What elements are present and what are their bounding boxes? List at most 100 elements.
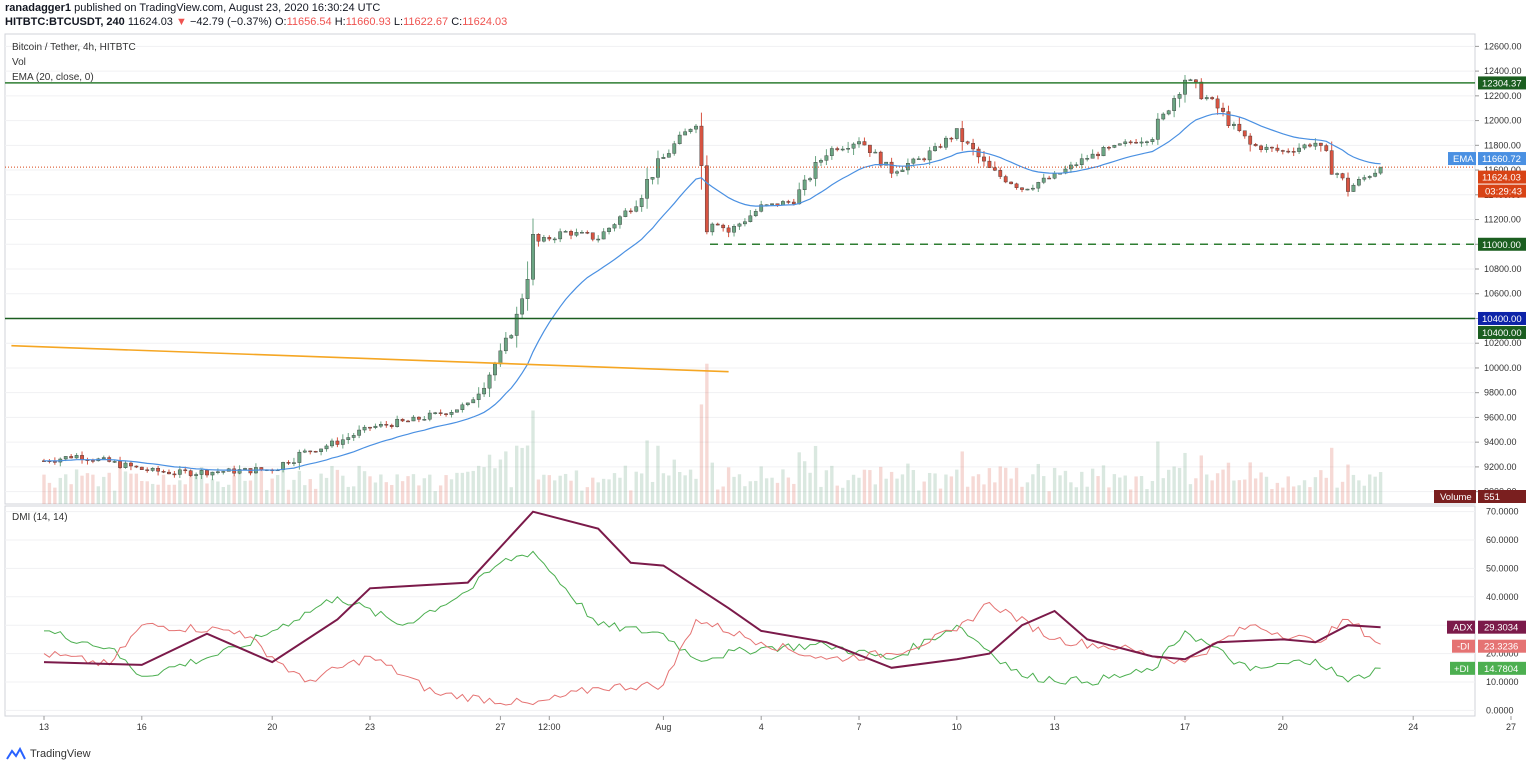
candle-body[interactable]: [938, 146, 943, 148]
candle-body[interactable]: [569, 231, 573, 236]
candle-body[interactable]: [601, 231, 606, 240]
candle-body[interactable]: [1308, 144, 1312, 147]
candle-body[interactable]: [732, 226, 736, 233]
candle-body[interactable]: [563, 231, 568, 233]
candle-body[interactable]: [1199, 81, 1204, 100]
candle-body[interactable]: [911, 158, 916, 164]
candle-body[interactable]: [221, 471, 226, 473]
candle-body[interactable]: [558, 231, 563, 240]
candle-body[interactable]: [167, 471, 171, 475]
author-name[interactable]: ranadagger1: [5, 2, 72, 14]
candle-body[interactable]: [1117, 143, 1122, 146]
candle-body[interactable]: [1362, 177, 1367, 180]
candle-body[interactable]: [574, 232, 579, 236]
candle-body[interactable]: [1242, 130, 1247, 137]
candle-body[interactable]: [139, 466, 144, 470]
candle-body[interactable]: [422, 419, 427, 421]
candle-body[interactable]: [509, 335, 514, 339]
candle-body[interactable]: [487, 374, 492, 389]
candle-body[interactable]: [482, 387, 486, 395]
candle-body[interactable]: [1204, 97, 1209, 100]
candle-body[interactable]: [1128, 141, 1133, 144]
candle-body[interactable]: [933, 146, 937, 152]
candle-body[interactable]: [808, 178, 812, 181]
candle-body[interactable]: [666, 153, 671, 158]
candle-body[interactable]: [1025, 188, 1030, 191]
candlesticks[interactable]: [42, 75, 1383, 481]
candle-body[interactable]: [101, 457, 106, 460]
candle-body[interactable]: [791, 201, 796, 205]
candle-body[interactable]: [1188, 79, 1193, 81]
candle-body[interactable]: [1107, 147, 1111, 149]
candle-body[interactable]: [965, 141, 970, 144]
candle-body[interactable]: [395, 418, 400, 427]
candle-body[interactable]: [1079, 158, 1084, 165]
candle-body[interactable]: [1215, 98, 1220, 109]
candle-body[interactable]: [656, 158, 660, 178]
candle-body[interactable]: [1210, 97, 1215, 100]
candle-body[interactable]: [199, 470, 204, 475]
candle-body[interactable]: [645, 179, 649, 199]
candle-body[interactable]: [721, 224, 726, 229]
candle-body[interactable]: [465, 402, 470, 406]
candle-body[interactable]: [1183, 79, 1187, 95]
candle-body[interactable]: [949, 137, 954, 140]
candle-body[interactable]: [759, 204, 764, 212]
candle-body[interactable]: [525, 279, 530, 299]
trend-line[interactable]: [11, 344, 729, 373]
candle-body[interactable]: [1253, 144, 1258, 147]
candle-body[interactable]: [1161, 113, 1166, 120]
candle-body[interactable]: [194, 474, 199, 476]
candle-body[interactable]: [612, 224, 617, 229]
candle-body[interactable]: [1177, 94, 1182, 99]
candle-body[interactable]: [433, 412, 438, 414]
candle-body[interactable]: [346, 437, 351, 440]
candle-body[interactable]: [737, 223, 742, 227]
candle-body[interactable]: [1009, 181, 1014, 185]
candle-body[interactable]: [302, 450, 307, 453]
candle-body[interactable]: [411, 416, 416, 422]
candle-body[interactable]: [541, 237, 546, 242]
candle-body[interactable]: [1378, 166, 1383, 174]
candle-body[interactable]: [1036, 182, 1041, 189]
candle-body[interactable]: [1356, 179, 1361, 186]
candle-body[interactable]: [634, 206, 639, 212]
candle-body[interactable]: [514, 313, 519, 336]
candle-body[interactable]: [493, 363, 497, 376]
candle-body[interactable]: [878, 151, 883, 166]
candle-body[interactable]: [710, 223, 715, 233]
candle-body[interactable]: [699, 125, 704, 166]
candle-body[interactable]: [243, 468, 247, 470]
candle-body[interactable]: [129, 462, 133, 467]
candle-body[interactable]: [1123, 141, 1128, 144]
candle-body[interactable]: [694, 125, 698, 130]
candle-body[interactable]: [618, 216, 622, 225]
candle-body[interactable]: [715, 223, 720, 226]
candle-body[interactable]: [922, 158, 927, 161]
candle-body[interactable]: [1259, 145, 1263, 150]
candle-body[interactable]: [819, 160, 823, 163]
candle-body[interactable]: [1232, 123, 1236, 126]
candle-body[interactable]: [971, 142, 975, 150]
candle-body[interactable]: [313, 450, 318, 453]
candle-body[interactable]: [118, 461, 122, 468]
candle-body[interactable]: [623, 210, 628, 217]
candle-body[interactable]: [455, 409, 459, 413]
candle-body[interactable]: [1324, 145, 1329, 151]
candle-body[interactable]: [1139, 141, 1144, 144]
candle-body[interactable]: [1085, 158, 1090, 160]
candle-body[interactable]: [351, 435, 356, 438]
candle-body[interactable]: [753, 211, 758, 217]
candle-body[interactable]: [1020, 187, 1024, 190]
candle-body[interactable]: [998, 170, 1003, 177]
candle-body[interactable]: [1030, 187, 1035, 190]
candle-body[interactable]: [69, 456, 74, 459]
candle-body[interactable]: [650, 177, 655, 180]
candle-body[interactable]: [1221, 107, 1225, 112]
candle-body[interactable]: [813, 162, 818, 179]
candle-body[interactable]: [123, 462, 128, 468]
candle-body[interactable]: [748, 215, 753, 222]
tradingview-logo[interactable]: TradingView: [6, 747, 91, 761]
candle-body[interactable]: [183, 469, 188, 472]
